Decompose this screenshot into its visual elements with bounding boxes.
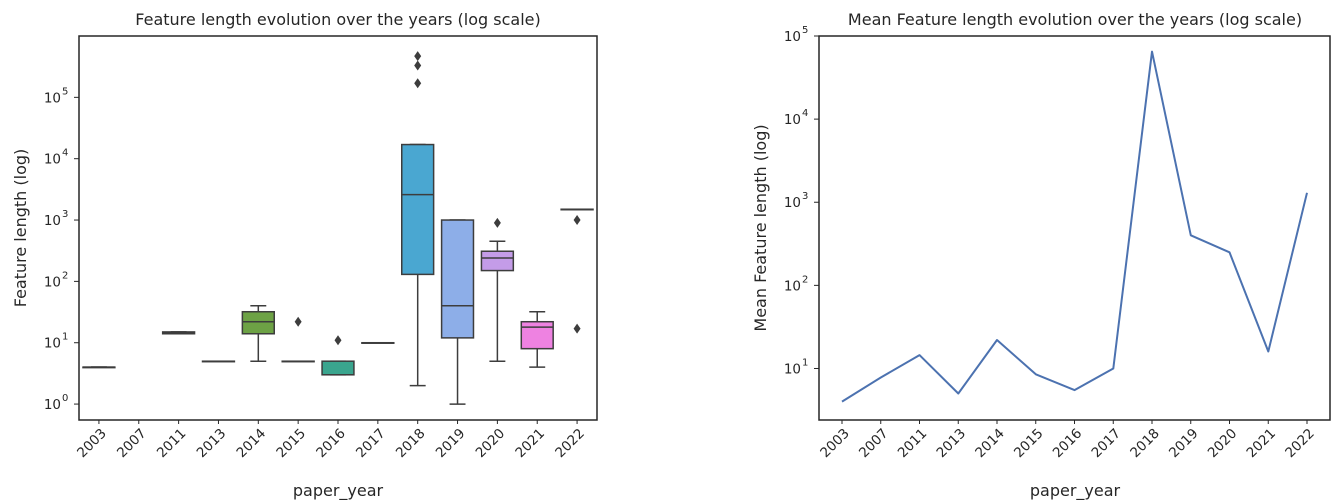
box-chart-x-axis-label: paper_year (293, 481, 384, 501)
box-2016 (321, 335, 355, 376)
x-tick-label: 2015 (273, 426, 309, 462)
box-2013 (201, 360, 236, 363)
y-tick-exponent: 2 (62, 270, 68, 281)
box-2011 (161, 331, 196, 335)
box-chart-x-ticks: 2003 2007 2011 2013 2014 2015 2016 2017 2018 2019… (74, 420, 588, 461)
box-2003 (82, 366, 116, 369)
line-chart-frame (818, 35, 1331, 421)
box-body (321, 360, 355, 376)
x-tick-label: 2016 (1050, 426, 1086, 462)
x-tick-label: 2017 (1088, 426, 1124, 462)
x-tick-label: 2021 (1243, 426, 1279, 462)
box-2018 (401, 51, 435, 387)
x-tick-label: 2020 (1205, 426, 1241, 462)
y-tick-label: 10 (784, 29, 801, 45)
y-tick-label: 10 (44, 90, 61, 106)
line-chart-marks (841, 50, 1308, 403)
x-tick-label: 2013 (933, 426, 969, 462)
outlier-point (334, 335, 342, 346)
x-tick-label: 2007 (114, 426, 150, 462)
box-chart-title: Feature length evolution over the years … (135, 10, 540, 29)
outlier-point (294, 316, 302, 327)
x-tick-label: 2016 (313, 426, 349, 462)
x-tick-label: 2020 (473, 426, 509, 462)
x-tick-label: 2003 (817, 426, 853, 462)
box-2021 (520, 310, 554, 368)
x-tick-label: 2021 (512, 426, 548, 462)
x-tick-label: 2017 (353, 426, 389, 462)
line-chart: Mean Feature length evolution over the y… (751, 10, 1331, 501)
x-tick-label: 2003 (74, 426, 110, 462)
y-tick-label: 10 (784, 278, 801, 294)
box-2017 (361, 341, 395, 344)
box-body (401, 143, 435, 276)
y-tick-exponent: 1 (62, 332, 68, 343)
y-tick-exponent: 2 (802, 274, 808, 285)
line-chart-title: Mean Feature length evolution over the y… (848, 10, 1302, 29)
y-tick-exponent: 3 (802, 191, 808, 202)
y-tick-label: 10 (44, 274, 61, 290)
line-chart-x-ticks: 2003 2007 2011 2013 2014 2015 2016 2017 2018 2019… (817, 420, 1318, 461)
line-chart-x-axis-label: paper_year (1030, 481, 1121, 501)
box-body (440, 219, 475, 339)
box-2015 (281, 316, 315, 363)
y-tick-exponent: 5 (62, 86, 68, 97)
x-tick-label: 2022 (552, 426, 588, 462)
y-tick-label: 10 (44, 213, 61, 229)
box-2020 (480, 217, 515, 362)
y-tick-label: 10 (44, 152, 61, 168)
x-tick-label: 2007 (856, 426, 892, 462)
box-chart-y-axis-label: Feature length (log) (11, 149, 30, 308)
box-chart: Feature length evolution over the years … (11, 10, 598, 501)
box-chart-marks (82, 51, 594, 405)
y-tick-label: 10 (784, 112, 801, 128)
box-2019 (440, 219, 475, 405)
box-2022 (560, 208, 594, 334)
y-tick-exponent: 4 (802, 108, 808, 119)
y-tick-label: 10 (784, 361, 801, 377)
x-tick-label: 2014 (234, 426, 270, 462)
y-tick-exponent: 4 (62, 148, 68, 159)
y-tick-exponent: 3 (62, 209, 68, 220)
box-body (241, 310, 275, 335)
y-tick-exponent: 5 (802, 25, 808, 36)
outlier-point (414, 78, 422, 89)
x-tick-label: 2011 (895, 426, 931, 462)
outlier-point (493, 217, 501, 228)
y-tick-label: 10 (44, 397, 61, 413)
box-body (480, 250, 515, 272)
outlier-point (573, 323, 581, 334)
y-tick-exponent: 1 (802, 357, 808, 368)
x-tick-label: 2019 (433, 426, 469, 462)
y-tick-label: 10 (784, 195, 801, 211)
box-body (520, 320, 554, 350)
x-tick-label: 2015 (1011, 426, 1047, 462)
outlier-point (573, 215, 581, 226)
x-tick-label: 2014 (972, 426, 1008, 462)
box-2014 (241, 305, 275, 362)
line-chart-y-axis-label: Mean Feature length (log) (751, 124, 770, 331)
x-tick-label: 2013 (194, 426, 230, 462)
outlier-point (414, 60, 422, 71)
series-line (841, 50, 1308, 403)
x-tick-label: 2019 (1166, 426, 1202, 462)
x-tick-label: 2018 (393, 426, 429, 462)
outlier-point (414, 51, 422, 62)
x-tick-label: 2022 (1282, 426, 1318, 462)
y-tick-exponent: 0 (62, 393, 68, 404)
y-tick-label: 10 (44, 336, 61, 352)
x-tick-label: 2011 (154, 426, 190, 462)
x-tick-label: 2018 (1127, 426, 1163, 462)
